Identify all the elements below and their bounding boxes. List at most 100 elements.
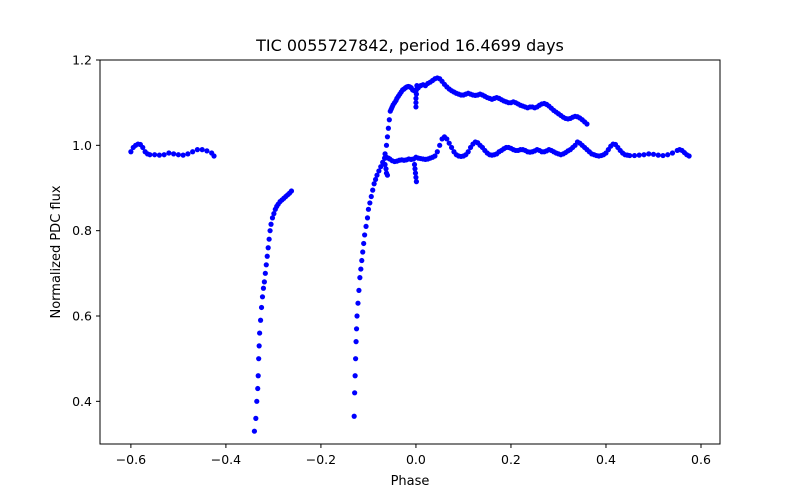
data-point bbox=[185, 151, 191, 157]
data-points bbox=[128, 75, 692, 434]
data-point bbox=[256, 343, 262, 349]
data-point bbox=[262, 270, 268, 276]
data-point bbox=[360, 249, 366, 255]
data-point bbox=[362, 232, 368, 238]
data-point bbox=[140, 144, 146, 151]
x-tick-label: −0.2 bbox=[306, 452, 336, 467]
data-point bbox=[268, 221, 274, 227]
data-point bbox=[365, 206, 372, 212]
data-point bbox=[352, 390, 358, 396]
data-point bbox=[465, 149, 471, 155]
x-axis-ticks: −0.6 −0.4 −0.2 0.0 0.2 0.4 0.6 bbox=[116, 444, 711, 467]
data-point bbox=[128, 149, 134, 155]
data-point bbox=[382, 161, 388, 168]
data-point bbox=[353, 339, 359, 345]
data-point bbox=[446, 140, 452, 146]
data-point bbox=[686, 153, 692, 159]
data-point bbox=[356, 287, 362, 293]
x-tick-label: 0.6 bbox=[691, 452, 711, 467]
data-point bbox=[636, 152, 642, 158]
x-tick-label: 0.0 bbox=[406, 452, 426, 467]
y-tick-label: 1.0 bbox=[72, 138, 92, 153]
data-point bbox=[354, 313, 360, 319]
chart-title: TIC 0055727842, period 16.4699 days bbox=[255, 36, 564, 55]
y-tick-label: 1.2 bbox=[72, 53, 92, 68]
data-point bbox=[255, 385, 261, 392]
data-point bbox=[352, 373, 358, 379]
data-point bbox=[257, 330, 263, 336]
data-point bbox=[367, 200, 373, 206]
x-tick-label: 0.2 bbox=[501, 452, 521, 467]
data-point bbox=[437, 142, 443, 148]
data-point bbox=[413, 87, 420, 93]
data-point bbox=[384, 134, 391, 140]
data-point bbox=[266, 236, 272, 242]
data-point bbox=[257, 317, 264, 323]
data-point bbox=[357, 275, 363, 281]
data-point bbox=[413, 91, 420, 97]
data-point bbox=[361, 240, 367, 247]
x-tick-label: −0.6 bbox=[116, 452, 146, 467]
plot-frame bbox=[99, 59, 721, 445]
data-point bbox=[258, 304, 265, 311]
data-point bbox=[204, 148, 210, 154]
data-point bbox=[358, 266, 364, 272]
y-axis-label: Normalized PDC flux bbox=[49, 185, 64, 318]
data-point bbox=[383, 142, 390, 148]
data-point bbox=[147, 152, 153, 158]
data-point bbox=[434, 149, 440, 155]
data-point bbox=[288, 188, 295, 194]
data-point bbox=[413, 104, 419, 110]
data-point bbox=[413, 179, 420, 185]
data-point bbox=[265, 245, 271, 251]
data-point bbox=[353, 356, 359, 362]
data-point bbox=[411, 161, 418, 168]
data-point bbox=[444, 136, 450, 142]
data-point bbox=[382, 151, 388, 157]
data-point bbox=[412, 166, 418, 172]
data-point bbox=[413, 174, 419, 180]
data-point bbox=[161, 152, 167, 158]
data-point bbox=[199, 147, 205, 153]
data-point bbox=[194, 147, 200, 153]
data-point bbox=[641, 152, 647, 158]
data-point bbox=[264, 253, 270, 259]
data-point bbox=[412, 170, 419, 176]
data-point bbox=[156, 152, 162, 158]
data-point bbox=[263, 262, 269, 268]
y-axis-ticks: 0.4 0.6 0.8 1.0 1.2 bbox=[72, 53, 100, 409]
data-point bbox=[376, 168, 382, 174]
y-tick-label: 0.8 bbox=[72, 223, 92, 238]
data-point bbox=[370, 187, 376, 193]
data-point bbox=[359, 257, 365, 264]
data-point bbox=[256, 356, 262, 362]
x-axis-label: Phase bbox=[391, 474, 430, 489]
data-point bbox=[190, 149, 196, 155]
data-point bbox=[665, 152, 671, 158]
data-point bbox=[211, 153, 217, 159]
data-point bbox=[267, 228, 273, 234]
data-point bbox=[385, 125, 391, 131]
data-point bbox=[584, 121, 590, 127]
data-point bbox=[432, 153, 438, 159]
data-point bbox=[171, 151, 177, 157]
data-point bbox=[383, 166, 389, 172]
data-point bbox=[631, 152, 638, 159]
x-tick-label: −0.4 bbox=[211, 452, 241, 467]
data-point bbox=[259, 294, 266, 300]
data-point bbox=[254, 398, 260, 404]
data-point bbox=[251, 428, 258, 434]
data-point bbox=[355, 300, 361, 306]
x-tick-label: 0.4 bbox=[596, 452, 616, 467]
data-point bbox=[253, 415, 259, 421]
data-point bbox=[386, 117, 392, 123]
data-point bbox=[660, 152, 666, 159]
data-point bbox=[627, 152, 633, 159]
data-point bbox=[351, 413, 357, 419]
data-point bbox=[372, 176, 379, 183]
data-point bbox=[363, 223, 369, 229]
data-point bbox=[166, 150, 172, 156]
data-point bbox=[413, 95, 419, 101]
